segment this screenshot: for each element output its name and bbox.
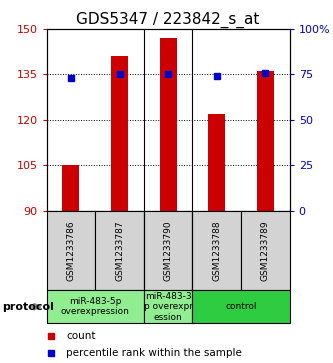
FancyBboxPatch shape	[241, 211, 290, 290]
Text: count: count	[66, 331, 96, 341]
Text: percentile rank within the sample: percentile rank within the sample	[66, 348, 242, 358]
FancyBboxPatch shape	[47, 290, 144, 323]
Text: GSM1233788: GSM1233788	[212, 220, 221, 281]
Title: GDS5347 / 223842_s_at: GDS5347 / 223842_s_at	[77, 12, 260, 28]
Text: GSM1233787: GSM1233787	[115, 220, 124, 281]
FancyBboxPatch shape	[47, 211, 95, 290]
Bar	[160, 38, 177, 211]
Bar	[62, 165, 80, 211]
FancyBboxPatch shape	[192, 290, 290, 323]
Text: control: control	[225, 302, 257, 311]
FancyBboxPatch shape	[95, 211, 144, 290]
Text: miR-483-5p
overexpression: miR-483-5p overexpression	[61, 297, 130, 317]
Text: GSM1233790: GSM1233790	[164, 220, 173, 281]
Bar	[257, 72, 274, 211]
Text: GSM1233789: GSM1233789	[261, 220, 270, 281]
FancyBboxPatch shape	[144, 211, 192, 290]
Bar	[111, 56, 128, 211]
FancyBboxPatch shape	[144, 290, 192, 323]
Bar	[208, 114, 225, 211]
Text: miR-483-3
p overexpr
ession: miR-483-3 p overexpr ession	[144, 292, 193, 322]
Text: GSM1233786: GSM1233786	[66, 220, 76, 281]
FancyBboxPatch shape	[192, 211, 241, 290]
Text: protocol: protocol	[2, 302, 54, 312]
